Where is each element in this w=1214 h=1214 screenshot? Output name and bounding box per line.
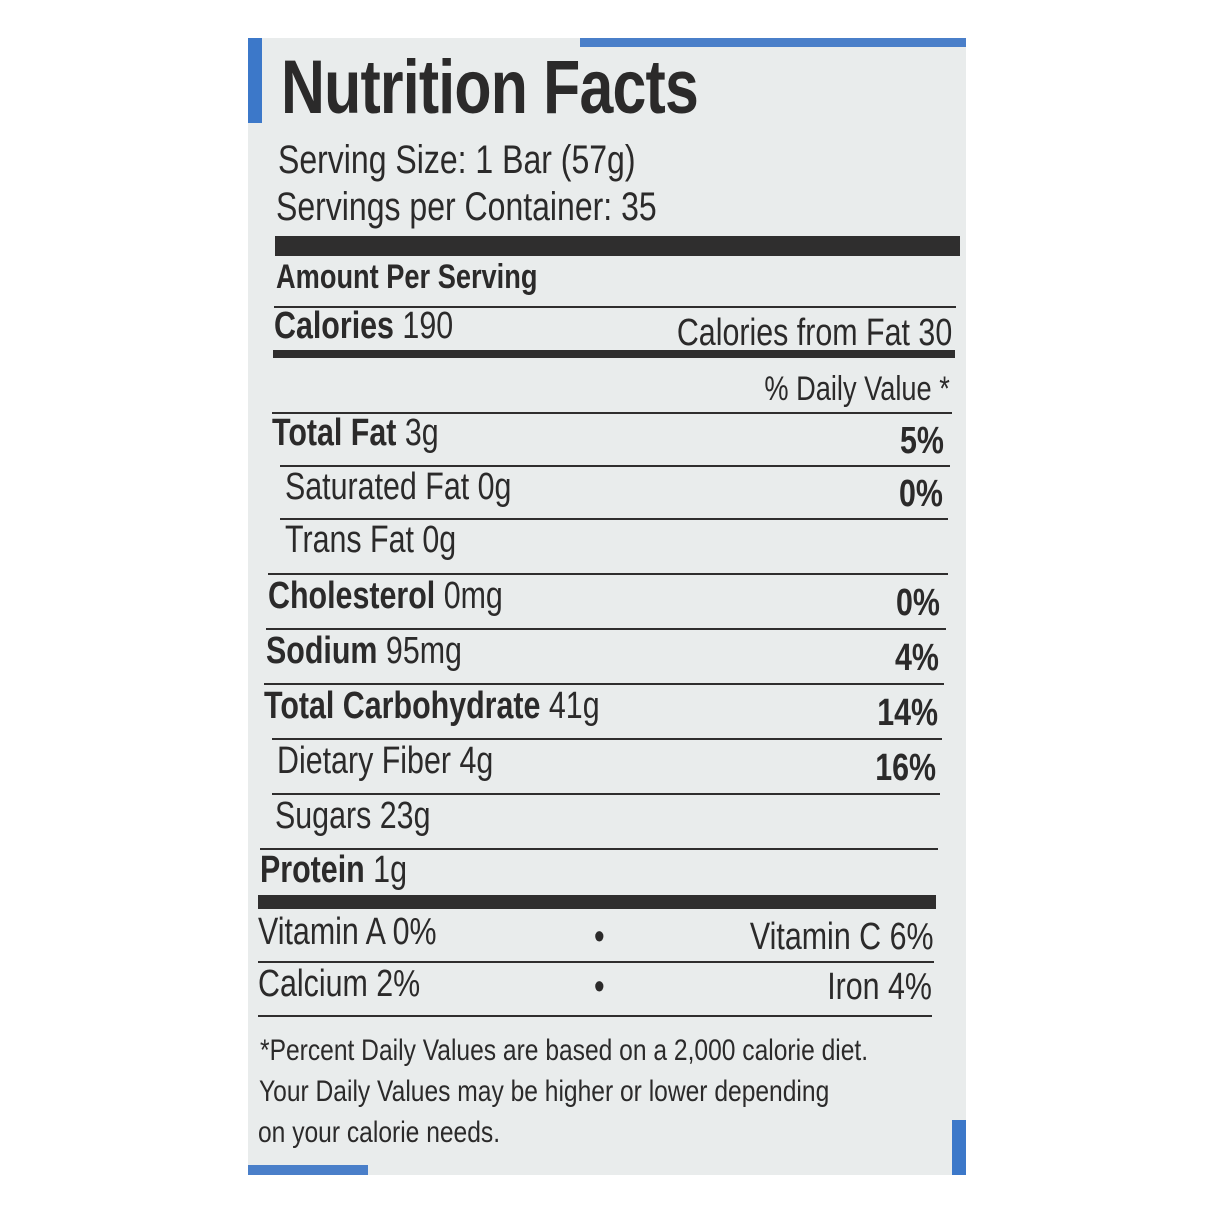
divider xyxy=(280,465,950,467)
servings-per-container: Servings per Container: 35 xyxy=(276,185,657,229)
nutrient-amount: 0g xyxy=(477,466,512,508)
divider xyxy=(260,848,938,850)
calories-label: Calories xyxy=(274,305,394,347)
nutrient-dv: 5% xyxy=(900,420,944,462)
footnote-line: Your Daily Values may be higher or lower… xyxy=(259,1075,830,1108)
package-edge xyxy=(952,1120,966,1175)
nutrient-amount: 41g xyxy=(548,685,600,727)
thick-divider xyxy=(275,236,960,256)
package-edge xyxy=(248,38,262,123)
footnote-line: *Percent Daily Values are based on a 2,0… xyxy=(260,1034,869,1067)
nutrient-row-total-carbohydrate: Total Carbohydrate 41g xyxy=(264,687,600,725)
nutrient-dv: 0% xyxy=(896,582,940,624)
medium-divider xyxy=(273,350,955,358)
nutrient-dv: 14% xyxy=(877,692,938,734)
divider xyxy=(272,738,942,740)
nutrient-amount: 4g xyxy=(459,740,494,782)
nutrient-row-saturated-fat: Saturated Fat 0g xyxy=(285,468,511,506)
nutrient-row-sodium: Sodium 95mg xyxy=(266,632,462,670)
nutrient-dv: 0% xyxy=(899,473,943,515)
nutrient-row-total-fat: Total Fat 3g xyxy=(272,414,439,452)
divider xyxy=(280,518,948,520)
nutrient-dv: 4% xyxy=(895,637,939,679)
package-edge xyxy=(248,1165,368,1175)
iron: Iron 4% xyxy=(827,966,932,1008)
nutrient-label: Protein xyxy=(260,849,365,891)
nutrient-row-cholesterol: Cholesterol 0mg xyxy=(268,577,503,615)
nutrient-label: Cholesterol xyxy=(268,575,436,617)
divider xyxy=(264,683,944,685)
nutrient-amount: 3g xyxy=(404,412,439,454)
nutrient-label: Total Carbohydrate xyxy=(264,685,541,727)
divider xyxy=(274,306,956,308)
calories-value: 190 xyxy=(402,305,454,347)
divider xyxy=(266,628,946,630)
nutrient-label: Trans Fat xyxy=(285,519,414,561)
nutrient-dv: 16% xyxy=(875,747,936,789)
label-title: Nutrition Facts xyxy=(281,45,699,130)
nutrient-label: Total Fat xyxy=(272,412,397,454)
nutrient-label: Dietary Fiber xyxy=(277,740,451,782)
nutrient-label: Sugars xyxy=(275,795,372,837)
vitamin-c: Vitamin C 6% xyxy=(750,916,934,958)
nutrient-amount: 95mg xyxy=(385,630,462,672)
bullet: • xyxy=(594,966,605,1008)
divider xyxy=(268,573,948,575)
thick-divider xyxy=(258,895,936,909)
vitamin-a: Vitamin A 0% xyxy=(258,911,437,953)
divider xyxy=(272,412,952,414)
package-edge xyxy=(580,38,966,47)
calories-from-fat: Calories from Fat 30 xyxy=(676,312,952,354)
divider xyxy=(272,793,940,795)
daily-value-header: % Daily Value * xyxy=(764,370,950,408)
nutrient-row-trans-fat: Trans Fat 0g xyxy=(285,521,456,559)
nutrient-label: Saturated Fat xyxy=(285,466,470,508)
nutrient-row-dietary-fiber: Dietary Fiber 4g xyxy=(277,742,493,780)
nutrient-amount: 1g xyxy=(373,849,407,891)
calories-row: Calories 190 xyxy=(274,307,453,345)
nutrient-amount: 23g xyxy=(379,795,431,837)
nutrient-label: Sodium xyxy=(266,630,378,672)
calcium: Calcium 2% xyxy=(258,963,421,1005)
nutrient-amount: 0g xyxy=(422,519,457,561)
divider xyxy=(258,961,934,963)
serving-size: Serving Size: 1 Bar (57g) xyxy=(278,138,636,182)
nutrient-amount: 0mg xyxy=(443,575,503,617)
amount-per-serving: Amount Per Serving xyxy=(276,258,538,296)
nutrient-row-sugars: Sugars 23g xyxy=(275,797,431,835)
bullet: • xyxy=(594,916,605,958)
nutrient-row-protein: Protein 1g xyxy=(260,851,407,889)
nutrition-label xyxy=(248,38,966,1175)
divider xyxy=(258,1015,932,1017)
footnote-line: on your calorie needs. xyxy=(258,1116,501,1149)
